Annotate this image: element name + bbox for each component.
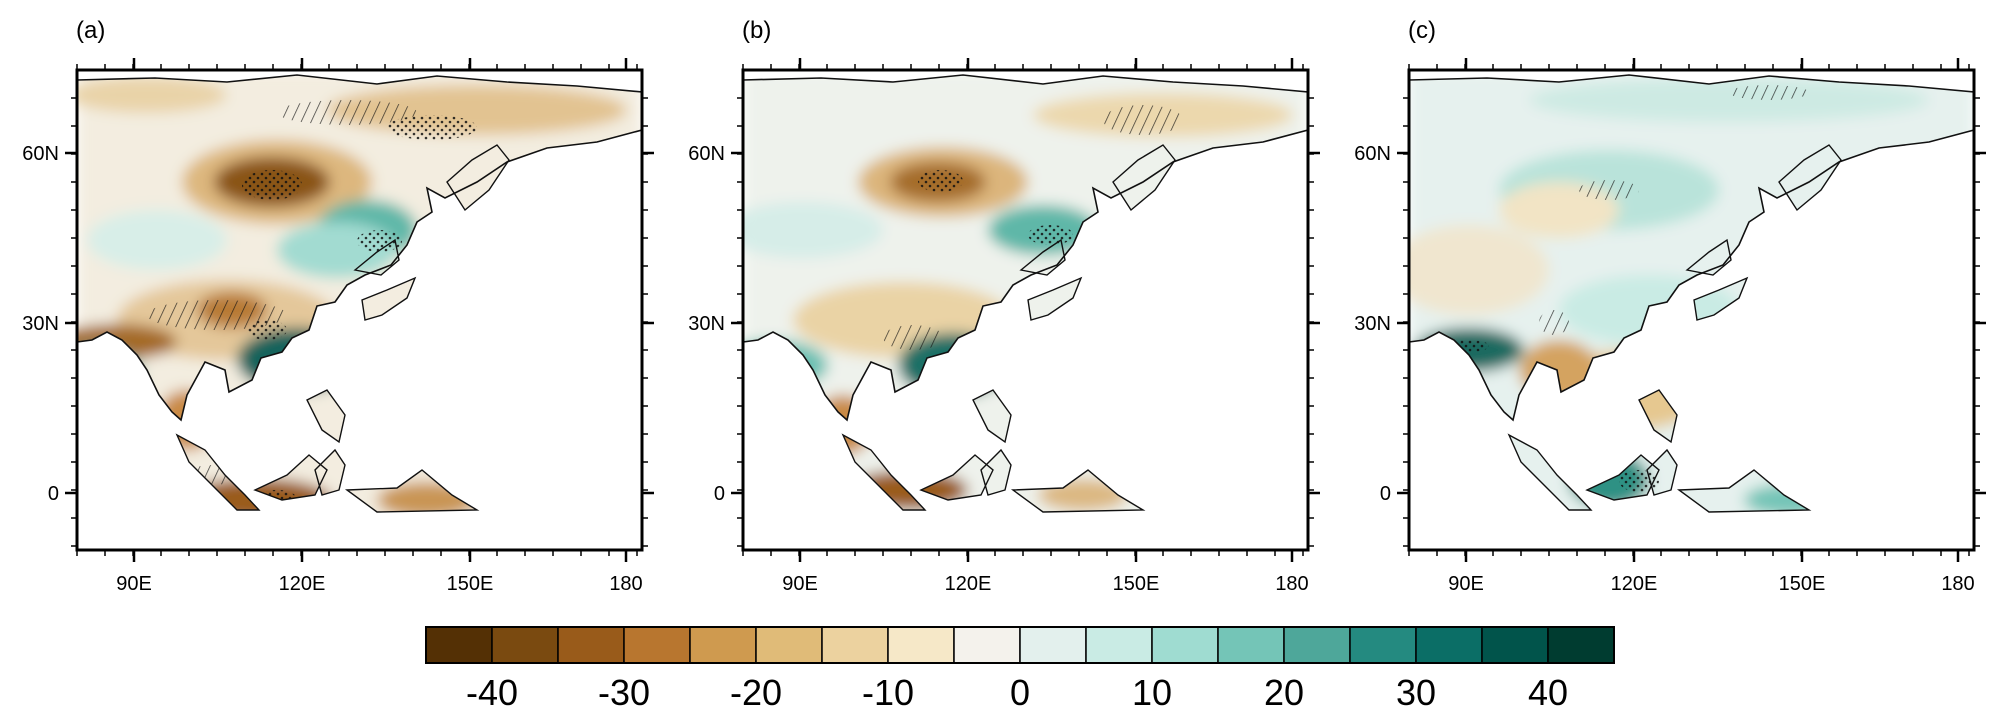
colorbar-swatch (1547, 626, 1615, 664)
x-tick-label: 90E (116, 573, 152, 595)
colorbar-swatch (1481, 626, 1549, 664)
colorbar-tick-label: -20 (730, 672, 782, 713)
y-tick-label: 0 (1380, 483, 1391, 505)
y-tick-label: 30N (1354, 313, 1391, 335)
x-tick-label: 90E (782, 573, 818, 595)
x-tick-label: 180 (609, 573, 642, 595)
y-tick-label: 60N (688, 143, 725, 165)
colorbar-tick-label: 20 (1264, 672, 1304, 713)
map-panel-c: 90E 120E 150E 180 60N 30N 0 (1354, 58, 1986, 595)
colorbar-swatch (1019, 626, 1087, 664)
colorbar-tick-label: -10 (862, 672, 914, 713)
colorbar-swatch (689, 626, 757, 664)
colorbar-swatch (1283, 626, 1351, 664)
colorbar-tick-label: 40 (1528, 672, 1568, 713)
panel-label-c: (c) (1408, 17, 1436, 44)
y-tick-label: 30N (22, 313, 59, 335)
colorbar-swatch (755, 626, 823, 664)
colorbar-tick-label: -30 (598, 672, 650, 713)
x-tick-label: 90E (1448, 573, 1484, 595)
y-tick-label: 0 (714, 483, 725, 505)
colorbar-swatch (887, 626, 955, 664)
colorbar-swatch (1085, 626, 1153, 664)
x-tick-label: 120E (1611, 573, 1658, 595)
colorbar-swatch (1349, 626, 1417, 664)
x-tick-label: 150E (447, 573, 494, 595)
map-panel-b: 90E 120E 150E 180 60N 30N 0 (688, 58, 1320, 595)
colorbar-swatch (557, 626, 625, 664)
colorbar-swatch (491, 626, 559, 664)
map-panel-a: 90E 120E 150E 180 60N 30N 0 (22, 58, 654, 595)
x-tick-label: 150E (1113, 573, 1160, 595)
colorbar-swatch (821, 626, 889, 664)
colorbar-swatch (425, 626, 493, 664)
colorbar-tick-label: 30 (1396, 672, 1436, 713)
y-tick-label: 0 (48, 483, 59, 505)
y-tick-label: 60N (22, 143, 59, 165)
x-tick-label: 150E (1779, 573, 1826, 595)
panel-label-a: (a) (76, 17, 105, 44)
colorbar-tick-label: -40 (466, 672, 518, 713)
y-tick-label: 60N (1354, 143, 1391, 165)
colorbar: -40 -30 -20 -10 0 10 20 30 40 (425, 626, 1615, 713)
colorbar-swatch (953, 626, 1021, 664)
panel-label-b: (b) (742, 17, 771, 44)
x-tick-label: 180 (1275, 573, 1308, 595)
colorbar-tick-label: 10 (1132, 672, 1172, 713)
colorbar-swatch (1217, 626, 1285, 664)
x-tick-label: 120E (279, 573, 326, 595)
x-tick-label: 180 (1941, 573, 1974, 595)
colorbar-swatch (1415, 626, 1483, 664)
y-tick-label: 30N (688, 313, 725, 335)
x-tick-label: 120E (945, 573, 992, 595)
colorbar-swatch (623, 626, 691, 664)
colorbar-swatch (1151, 626, 1219, 664)
colorbar-tick-label: 0 (1010, 672, 1030, 713)
